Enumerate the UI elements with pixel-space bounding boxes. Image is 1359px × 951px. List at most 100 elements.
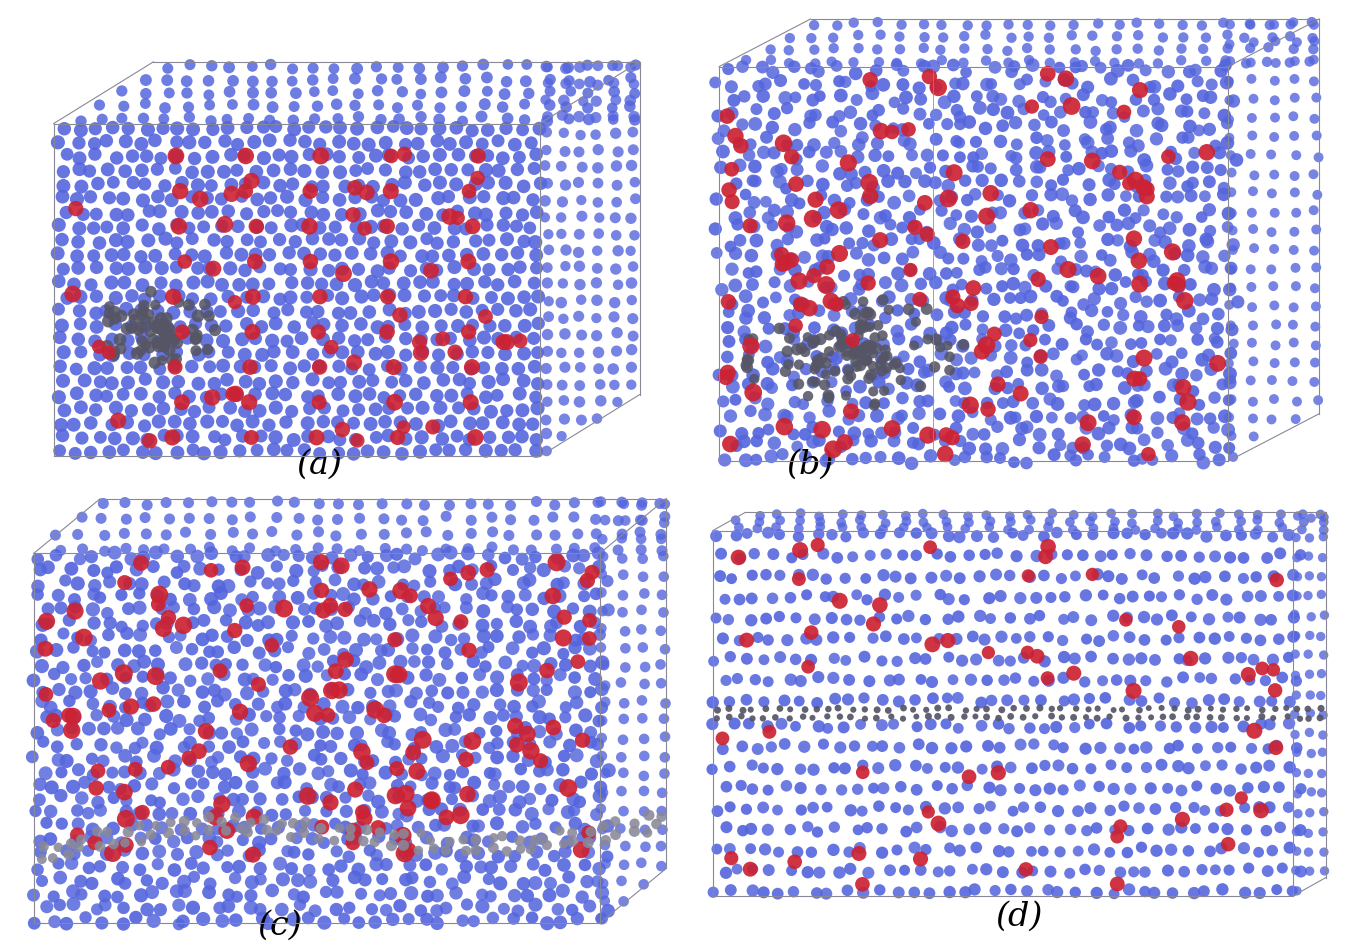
Point xyxy=(1040,94,1061,109)
Point xyxy=(1147,116,1169,131)
Point xyxy=(492,415,514,430)
Point xyxy=(457,386,478,401)
Point xyxy=(815,356,837,371)
Point xyxy=(386,668,408,683)
Point xyxy=(1139,218,1161,233)
Point xyxy=(1003,276,1025,291)
Point xyxy=(487,301,508,317)
Point xyxy=(213,217,235,232)
Point xyxy=(788,273,810,288)
Point xyxy=(364,401,386,417)
Point xyxy=(779,307,800,322)
Point xyxy=(549,667,571,682)
Point xyxy=(930,244,951,260)
Point xyxy=(288,762,310,777)
Point xyxy=(1042,737,1064,752)
Point xyxy=(196,724,217,739)
Point xyxy=(822,843,844,858)
Point xyxy=(304,600,326,615)
Point xyxy=(326,884,348,900)
Point xyxy=(261,86,283,101)
Point xyxy=(84,136,106,151)
Point xyxy=(761,739,783,754)
Point xyxy=(1163,695,1185,710)
Point xyxy=(344,190,366,205)
Point xyxy=(410,614,432,630)
Point xyxy=(1163,246,1185,262)
Point xyxy=(753,884,775,900)
Point xyxy=(269,262,291,277)
Point xyxy=(766,803,788,818)
Point xyxy=(976,18,998,33)
Point xyxy=(311,277,333,292)
Point xyxy=(924,175,946,190)
Point xyxy=(579,899,601,914)
Point xyxy=(338,599,360,614)
Point xyxy=(525,550,546,565)
Point xyxy=(224,623,246,638)
Point xyxy=(64,446,86,461)
Point xyxy=(588,226,610,242)
Point xyxy=(860,367,882,382)
Point xyxy=(200,563,222,578)
Point xyxy=(1099,120,1121,135)
Point xyxy=(1207,740,1229,755)
Point xyxy=(913,59,935,74)
Point xyxy=(959,398,981,413)
Point xyxy=(453,631,474,646)
Point xyxy=(236,825,258,840)
Point xyxy=(650,839,671,854)
Point xyxy=(188,178,209,193)
Point xyxy=(511,429,533,444)
Point xyxy=(757,377,779,392)
Point xyxy=(86,388,107,403)
Point xyxy=(1124,172,1146,187)
Point xyxy=(747,79,769,94)
Point xyxy=(1173,262,1195,278)
Point xyxy=(927,546,949,561)
Point xyxy=(966,529,988,544)
Point xyxy=(947,298,969,313)
Point xyxy=(239,359,261,375)
Point xyxy=(999,290,1021,305)
Point xyxy=(1173,864,1195,880)
Point xyxy=(735,52,757,68)
Point xyxy=(762,547,784,562)
Point xyxy=(83,615,105,631)
Point xyxy=(96,565,118,580)
Point xyxy=(568,175,590,190)
Point xyxy=(901,231,923,246)
Point xyxy=(868,610,890,625)
Point xyxy=(1098,420,1120,436)
Point xyxy=(508,417,530,432)
Point xyxy=(578,825,599,841)
Point xyxy=(886,355,908,370)
Point xyxy=(1136,182,1158,197)
Point xyxy=(48,752,69,767)
Point xyxy=(394,835,416,850)
Point xyxy=(1075,741,1097,756)
Point xyxy=(23,673,45,689)
Point xyxy=(587,737,609,752)
Point xyxy=(815,367,837,382)
Point xyxy=(1022,396,1044,411)
Point xyxy=(234,403,255,418)
Point xyxy=(1065,527,1087,542)
Point xyxy=(152,621,174,636)
Point xyxy=(606,395,628,410)
Point xyxy=(1059,865,1080,881)
Point xyxy=(892,408,913,423)
Point xyxy=(913,365,935,380)
Point xyxy=(939,332,961,347)
Point xyxy=(130,302,152,318)
Point xyxy=(1027,272,1049,287)
Point xyxy=(321,601,342,616)
Point xyxy=(110,341,132,357)
Point xyxy=(1029,440,1051,456)
Point xyxy=(448,802,470,817)
Point xyxy=(624,175,646,190)
Point xyxy=(829,865,851,881)
Point xyxy=(1216,27,1238,42)
Point xyxy=(398,843,420,858)
Point xyxy=(942,289,964,304)
